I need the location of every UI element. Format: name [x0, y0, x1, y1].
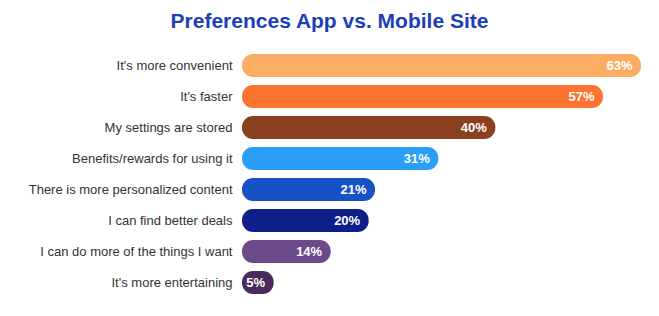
svg-text:57%: 57%: [568, 89, 594, 104]
svg-text:40%: 40%: [461, 120, 487, 135]
svg-text:My settings are stored: My settings are stored: [105, 120, 233, 135]
svg-text:It's faster: It's faster: [180, 89, 233, 104]
svg-text:It's more convenient: It's more convenient: [117, 58, 233, 73]
svg-text:14%: 14%: [296, 244, 322, 259]
svg-text:It's more entertaining: It's more entertaining: [112, 275, 233, 290]
svg-text:5%: 5%: [246, 275, 265, 290]
html-text:Preferences App vs. Mobile Sit: Preferences App vs. Mobile Site: [170, 9, 489, 32]
svg-text:31%: 31%: [404, 151, 430, 166]
svg-text:I can find better deals: I can find better deals: [108, 213, 233, 228]
svg-text:21%: 21%: [340, 182, 366, 197]
svg-text:There is more personalized con: There is more personalized content: [29, 182, 233, 197]
svg-text:63%: 63%: [606, 58, 632, 73]
svg-text:20%: 20%: [334, 213, 360, 228]
svg-text:Benefits/rewards for using it: Benefits/rewards for using it: [72, 151, 233, 166]
svg-text:I can do more of the things I: I can do more of the things I want: [40, 244, 233, 259]
